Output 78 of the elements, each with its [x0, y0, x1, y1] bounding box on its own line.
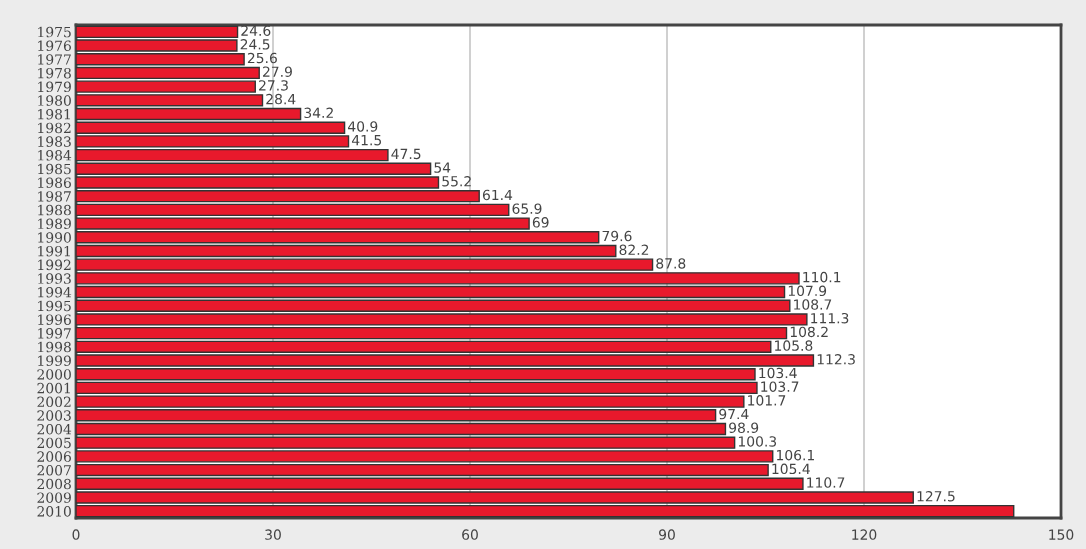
- data-label: 101.7: [748, 395, 786, 406]
- data-label: 105.4: [772, 463, 810, 475]
- data-label: 107.9: [788, 285, 827, 297]
- y-tick-label: 1976: [38, 40, 71, 52]
- data-label: 55.2: [442, 176, 471, 187]
- data-label: 24.5: [240, 39, 270, 50]
- data-label: 61.4: [482, 189, 513, 201]
- y-tick-label: 1988: [38, 204, 71, 216]
- data-label: 97.4: [719, 408, 749, 420]
- data-label: 112.3: [817, 354, 855, 365]
- data-label: 98.9: [729, 422, 759, 434]
- y-tick-label: 1986: [38, 177, 71, 188]
- data-label: 103.4: [759, 367, 797, 379]
- y-tick-label: 2001: [37, 382, 70, 394]
- data-label: 47.5: [391, 148, 421, 160]
- data-label: 82.2: [619, 244, 649, 255]
- y-tick-label: 1994: [38, 287, 72, 298]
- data-label: 25.6: [247, 52, 277, 64]
- y-tick-label: 1992: [38, 259, 71, 271]
- y-tick-label: 1975: [38, 26, 71, 38]
- data-label: 110.1: [803, 271, 841, 283]
- y-tick-label: 2002: [37, 396, 71, 408]
- y-tick-label: 2006: [37, 451, 71, 462]
- y-tick-label: 1996: [38, 314, 71, 325]
- y-tick-label: 1989: [38, 218, 71, 230]
- y-tick-label: 1979: [38, 81, 71, 93]
- y-tick-label: 2008: [37, 478, 71, 490]
- data-label: 110.7: [807, 477, 845, 488]
- data-label: 108.2: [790, 326, 828, 338]
- data-label: 41.5: [351, 135, 382, 146]
- y-tick-label: 2009: [37, 492, 71, 503]
- data-label: 108.7: [794, 299, 832, 310]
- data-label: 127.5: [917, 490, 955, 502]
- data-label: 27.3: [259, 80, 288, 91]
- y-tick-label: 1990: [38, 232, 71, 243]
- data-label: 28.4: [266, 93, 296, 105]
- y-tick-label: 1977: [38, 54, 71, 65]
- y-tick-label: 1985: [38, 163, 71, 175]
- y-tick-label: 2005: [37, 437, 71, 449]
- bar: [76, 107, 302, 121]
- y-tick-label: 2000: [37, 369, 71, 380]
- x-tick-label: 60: [462, 529, 478, 540]
- y-tick-label: 1998: [38, 341, 71, 353]
- data-label: 69: [532, 217, 549, 228]
- data-label: 103.7: [761, 381, 799, 392]
- bar: [76, 422, 727, 436]
- y-tick-label: 2010: [37, 506, 71, 517]
- data-label: 100.3: [738, 436, 777, 447]
- y-tick-label: 1980: [38, 95, 71, 106]
- y-tick-label: 1997: [38, 328, 71, 339]
- y-tick-label: 1995: [38, 300, 71, 312]
- y-tick-label: 1983: [38, 136, 71, 147]
- data-label: 40.9: [348, 121, 378, 132]
- y-tick-label: 2007: [37, 465, 71, 476]
- y-tick-label: 1987: [38, 191, 71, 202]
- data-label: 105.8: [775, 340, 813, 351]
- x-tick-label: 90: [659, 529, 675, 540]
- y-tick-label: 1999: [38, 355, 71, 366]
- y-tick-label: 1982: [38, 122, 71, 134]
- x-tick-label: 120: [852, 529, 877, 540]
- data-label: 54: [434, 162, 451, 173]
- x-tick-label: 30: [265, 529, 281, 540]
- y-tick-label: 1993: [38, 273, 71, 284]
- data-label: 87.8: [656, 258, 686, 269]
- data-label: 79.6: [602, 230, 632, 242]
- y-tick-label: 1991: [38, 245, 70, 257]
- data-label: 106.1: [777, 449, 814, 461]
- data-label: 65.9: [512, 203, 542, 214]
- x-tick-label: 0: [72, 529, 80, 540]
- data-label: 34.2: [304, 107, 333, 119]
- y-tick-label: 1978: [38, 67, 71, 79]
- data-label: 111.3: [811, 312, 849, 324]
- y-tick-label: 2003: [37, 410, 71, 421]
- y-tick-label: 1984: [38, 150, 72, 161]
- data-label: 27.9: [263, 66, 292, 77]
- y-tick-label: 1981: [38, 108, 70, 120]
- y-tick-label: 2004: [37, 423, 72, 435]
- x-tick-label: 150: [1049, 529, 1074, 540]
